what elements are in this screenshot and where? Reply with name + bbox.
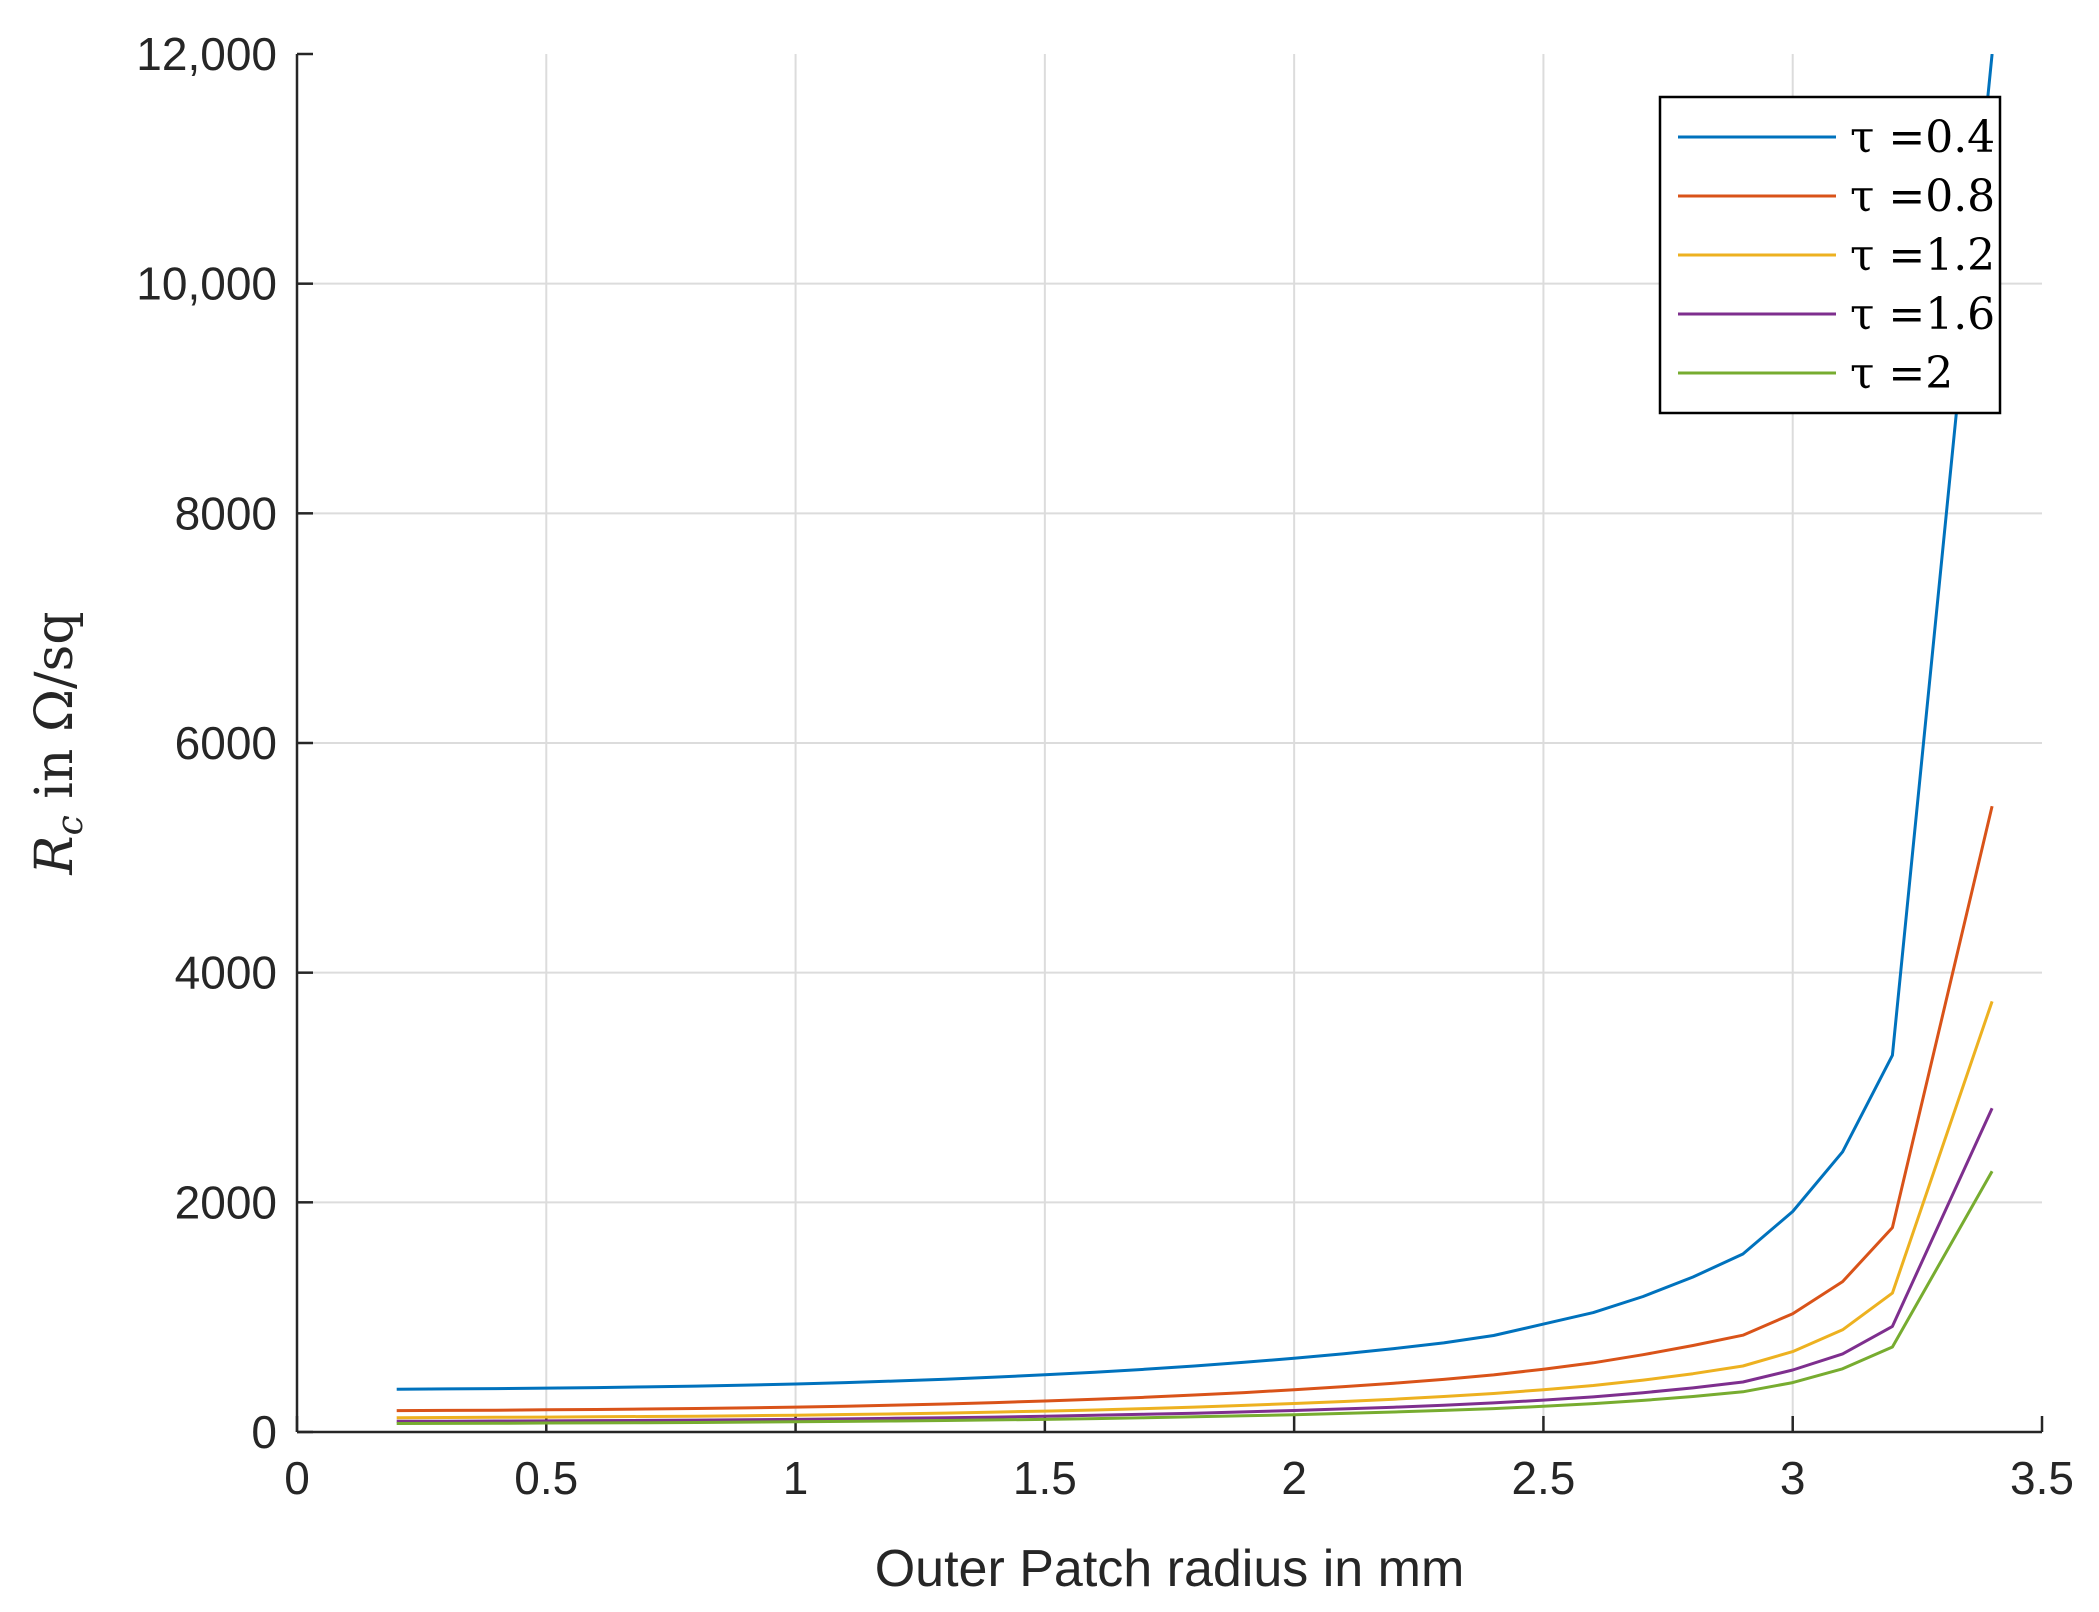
axes [295, 52, 2044, 1434]
y-tick-label: 10,000 [136, 258, 277, 310]
x-tick-label: 3 [1780, 1452, 1806, 1504]
legend-label: τ =1.2 [1850, 230, 1995, 281]
y-axis-subscript: c [50, 815, 91, 835]
legend-label: τ =1.6 [1850, 289, 1995, 340]
y-axis-symbol: R [25, 835, 85, 875]
y-axis-text: in Ω/sq [25, 611, 85, 815]
legend-label: τ =0.4 [1850, 112, 1995, 163]
y-tick-label: 6000 [175, 717, 277, 769]
y-tick-label: 12,000 [136, 28, 277, 80]
series-line-2 [396, 805, 1994, 1413]
tick-labels: 0 0.5 1 1.5 2 2.5 3 3.5 0 2000 4000 6000 8000 10,000 1… [136, 28, 2074, 1504]
data-series [396, 54, 1994, 1425]
y-axis-title: Rc in Ω/sq [25, 611, 91, 875]
x-tick-label: 0.5 [514, 1452, 578, 1504]
x-tick-label: 1.5 [1013, 1452, 1077, 1504]
y-tick-label: 8000 [175, 487, 277, 539]
legend-label: τ =0.8 [1850, 171, 1995, 222]
y-tick-label: 0 [251, 1406, 277, 1458]
legend-label: τ =2 [1850, 348, 1953, 399]
x-tick-label: 3.5 [2010, 1452, 2074, 1504]
series-line-4 [396, 1107, 1994, 1423]
x-tick-label: 1 [783, 1452, 809, 1504]
series-line-1 [396, 54, 1994, 1391]
y-tick-label: 4000 [175, 947, 277, 999]
x-tick-label: 2.5 [1511, 1452, 1575, 1504]
x-tick-label: 2 [1281, 1452, 1307, 1504]
legend: τ =0.4 τ =0.8 τ =1.2 τ =1.6 τ =2 [1658, 95, 2002, 415]
y-tick-label: 2000 [175, 1176, 277, 1228]
series-line-5 [396, 1170, 1994, 1425]
x-tick-label: 0 [284, 1452, 310, 1504]
x-axis-title: Outer Patch radius in mm [875, 1540, 1465, 1598]
series-line-3 [396, 1000, 1994, 1420]
